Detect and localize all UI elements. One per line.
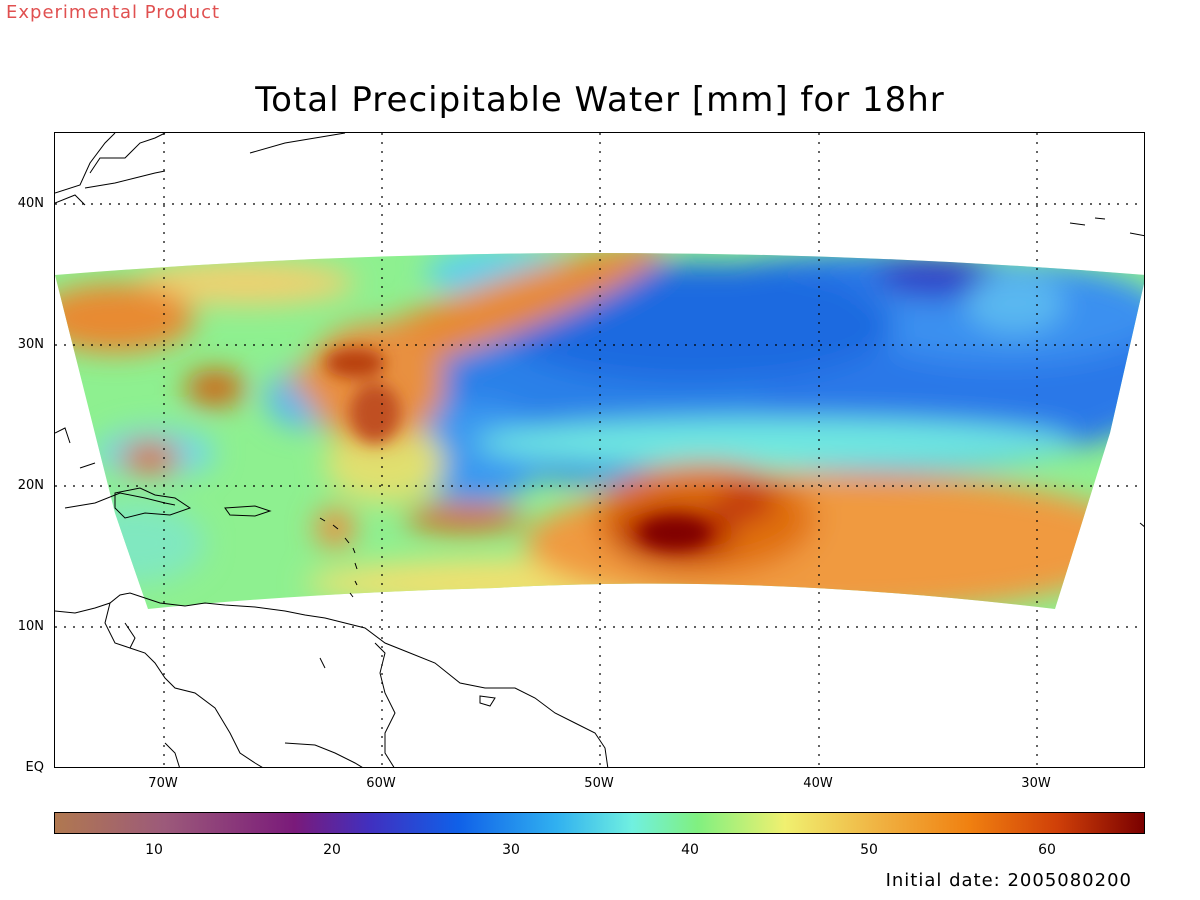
- lon-label-70w: 70W: [148, 776, 178, 791]
- colorbar-label: 50: [860, 842, 878, 858]
- map-gridlines: [55, 133, 1144, 767]
- colorbar-label: 60: [1038, 842, 1056, 858]
- lon-label-50w: 50W: [584, 776, 614, 791]
- tpw-map: [54, 132, 1145, 768]
- map-canvas: [55, 133, 1144, 767]
- lat-label-eq: EQ: [25, 760, 44, 775]
- colorbar-label: 30: [502, 842, 520, 858]
- lat-label-10n: 10N: [17, 619, 44, 634]
- lon-label-30w: 30W: [1021, 776, 1051, 791]
- colorbar-label: 40: [681, 842, 699, 858]
- map-title: Total Precipitable Water [mm] for 18hr: [255, 80, 945, 120]
- experimental-product-label: Experimental Product: [6, 2, 221, 23]
- colorbar-label: 20: [323, 842, 341, 858]
- colorbar-label: 10: [145, 842, 163, 858]
- lon-label-40w: 40W: [803, 776, 833, 791]
- lat-label-20n: 20N: [17, 478, 44, 493]
- coastlines: [55, 133, 1144, 767]
- initial-date: Initial date: 2005080200: [885, 870, 1132, 891]
- colorbar: [54, 812, 1145, 834]
- lat-label-40n: 40N: [17, 196, 44, 211]
- lon-label-60w: 60W: [366, 776, 396, 791]
- lat-label-30n: 30N: [17, 337, 44, 352]
- tpw-field: [55, 253, 1144, 609]
